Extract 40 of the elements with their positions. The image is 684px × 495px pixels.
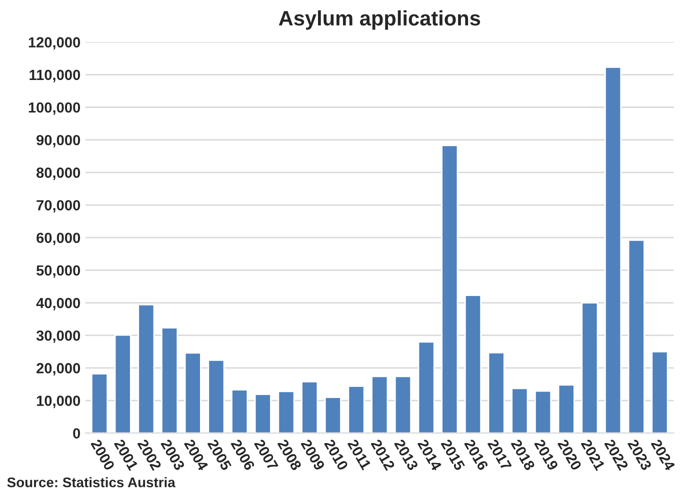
y-tick-label: 0 <box>73 428 80 439</box>
bar <box>558 384 575 434</box>
y-tick-label: 110,000 <box>30 70 80 82</box>
bar <box>208 359 225 434</box>
bar <box>651 350 668 434</box>
bar <box>161 327 178 434</box>
bar <box>90 373 108 434</box>
bar <box>138 304 155 434</box>
bar <box>488 352 505 434</box>
y-tick-label: 10,000 <box>36 396 80 408</box>
y-tick-label: 60,000 <box>36 232 80 246</box>
bar <box>464 294 482 434</box>
bar <box>278 390 295 434</box>
bar <box>301 380 318 434</box>
bar <box>114 334 132 434</box>
bar <box>394 376 412 434</box>
y-tick-label: 40,000 <box>36 298 80 310</box>
bar <box>418 341 435 434</box>
bar <box>441 144 458 434</box>
bar <box>511 388 528 434</box>
y-tick-label: 90,000 <box>36 134 80 148</box>
bar <box>628 240 645 434</box>
source-note: Source: Statistics Austria <box>7 477 176 488</box>
bar <box>324 396 342 434</box>
y-tick-label: 100,000 <box>28 102 80 115</box>
bar <box>254 394 272 434</box>
y-tick-label: 30,000 <box>36 330 80 343</box>
chart-title: Asylum applications <box>278 10 480 30</box>
y-tick-label: 20,000 <box>36 363 80 376</box>
bar <box>184 352 202 434</box>
bar <box>604 66 622 434</box>
y-tick-label: 80,000 <box>36 168 80 180</box>
bar <box>371 376 388 434</box>
bar <box>581 302 598 434</box>
bar <box>534 390 552 434</box>
y-tick-label: 120,000 <box>28 37 80 50</box>
bar <box>231 389 248 434</box>
bar <box>348 386 365 434</box>
y-tick-label: 70,000 <box>36 200 80 213</box>
y-tick-label: 50,000 <box>36 265 80 278</box>
